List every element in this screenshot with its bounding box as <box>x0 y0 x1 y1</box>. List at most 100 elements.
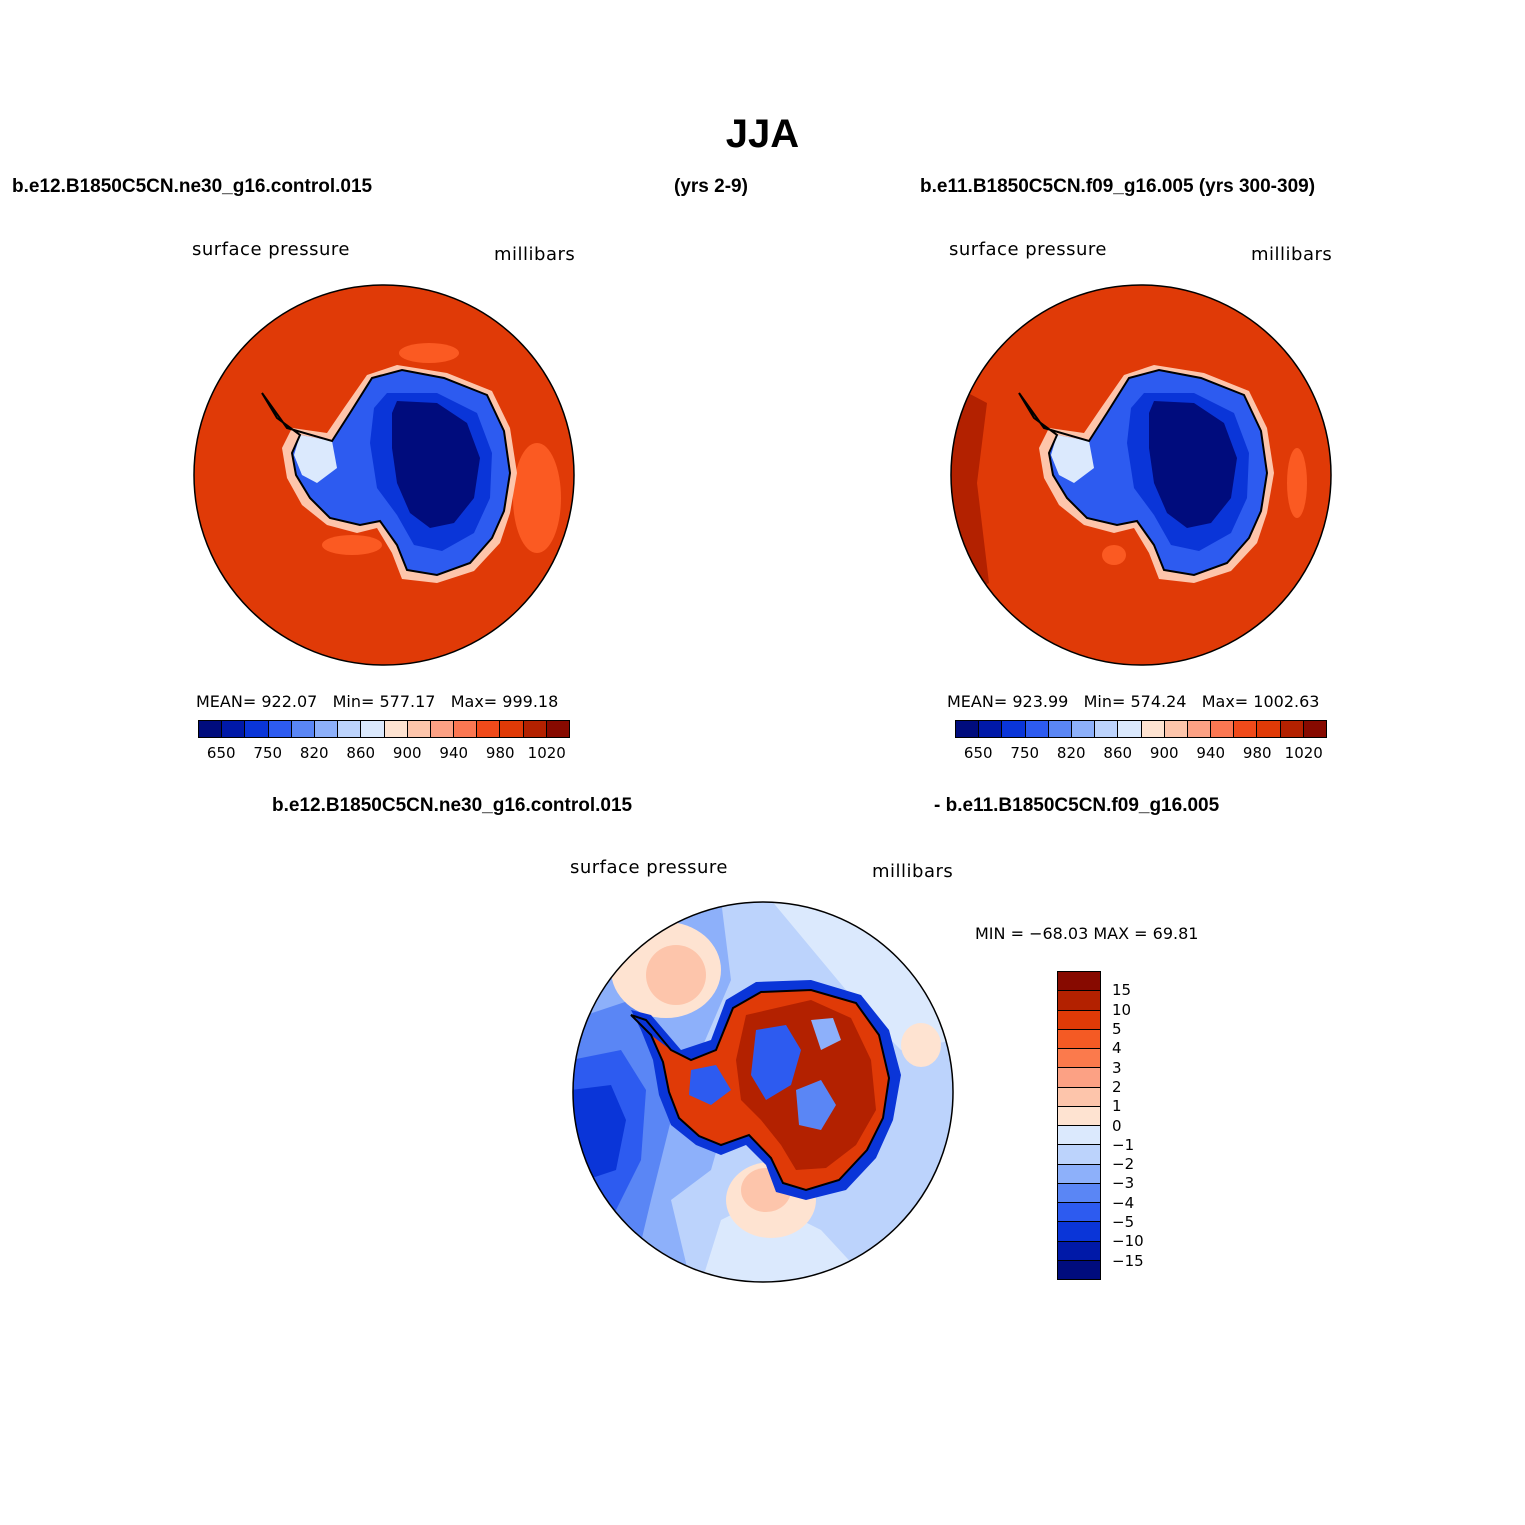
years1-header: (yrs 2-9) <box>674 176 748 197</box>
colorbar-swatch <box>523 721 547 737</box>
diff-right-header: - b.e11.B1850C5CN.f09_g16.005 <box>934 795 1220 816</box>
panel1-ocean-high-3 <box>322 535 382 555</box>
panel1-ocean-high-1 <box>513 443 561 553</box>
colorbar-swatch <box>1058 1068 1100 1088</box>
colorbar-tick-label: 820 <box>1056 744 1086 762</box>
colorbar-swatch <box>1118 721 1142 737</box>
colorbar-tick-label: 5 <box>1112 1019 1122 1038</box>
colorbar-tick-label: 1020 <box>1284 744 1323 762</box>
colorbar-swatch <box>1058 1126 1100 1146</box>
colorbar-swatch <box>546 721 569 737</box>
panel1-min-label: Min= <box>332 692 375 711</box>
colorbar-tick-label: 750 <box>253 744 283 762</box>
colorbar-swatch <box>1187 721 1212 737</box>
panel3-ice-negative-patch-1 <box>751 1025 801 1100</box>
colorbar-swatch <box>1002 721 1026 737</box>
colorbar-tick-label: 940 <box>439 744 469 762</box>
colorbar-swatch <box>1058 1106 1100 1126</box>
panel3-ice-negative-patch-4 <box>689 1065 731 1105</box>
colorbar-tick-label: 980 <box>1242 744 1272 762</box>
panel3-ice-negative-patch-2 <box>796 1080 836 1130</box>
panel2-polar-map <box>950 284 1332 666</box>
colorbar-tick-label: 900 <box>392 744 422 762</box>
panel1-max-value: 999.18 <box>502 692 559 711</box>
colorbar-swatch <box>338 721 362 737</box>
panel1-colorbar <box>198 720 570 738</box>
colorbar-tick-label: −2 <box>1112 1155 1135 1174</box>
colorbar-swatch <box>500 721 524 737</box>
colorbar-swatch <box>245 721 269 737</box>
colorbar-tick-label: 1020 <box>527 744 566 762</box>
panel3-minmax: MIN = −68.03 MAX = 69.81 <box>975 924 1199 943</box>
colorbar-tick-label: −4 <box>1112 1193 1135 1212</box>
colorbar-tick-label: 10 <box>1112 1000 1132 1019</box>
panel3-colorbar <box>1057 971 1101 1280</box>
colorbar-swatch <box>430 721 455 737</box>
colorbar-swatch <box>1058 1260 1100 1279</box>
panel1-min-value: 577.17 <box>379 692 436 711</box>
panel1-mean-value: 922.07 <box>261 692 318 711</box>
page-title: JJA <box>725 112 800 156</box>
panel1-stats: MEAN= 922.07 Min= 577.17 Max= 999.18 <box>196 692 558 711</box>
colorbar-tick-label: 860 <box>1103 744 1133 762</box>
colorbar-tick-label: 15 <box>1112 981 1132 1000</box>
colorbar-swatch <box>1058 972 1100 992</box>
diff-left-header: b.e12.B1850C5CN.ne30_g16.control.015 <box>272 795 633 816</box>
colorbar-swatch <box>1095 721 1119 737</box>
panel2-stats: MEAN= 923.99 Min= 574.24 Max= 1002.63 <box>947 692 1319 711</box>
colorbar-swatch <box>1234 721 1258 737</box>
panel2-min-value: 574.24 <box>1130 692 1187 711</box>
panel2-peninsula <box>1051 435 1094 483</box>
panel3-units-label: millibars <box>872 861 954 882</box>
colorbar-swatch <box>1164 721 1188 737</box>
colorbar-tick-label: −5 <box>1112 1213 1135 1232</box>
colorbar-tick-label: −3 <box>1112 1174 1135 1193</box>
panel1-variable-label: surface pressure <box>192 239 350 260</box>
colorbar-swatch <box>1058 1145 1100 1165</box>
panel2-max-label: Max= <box>1201 692 1249 711</box>
panel2-max-value: 1002.63 <box>1253 692 1320 711</box>
panel3-positive-north-inner <box>646 945 706 1005</box>
panel2-units-label: millibars <box>1251 244 1333 265</box>
colorbar-tick-label: 2 <box>1112 1077 1122 1096</box>
colorbar-tick-label: 1 <box>1112 1097 1122 1116</box>
colorbar-swatch <box>1058 1164 1100 1184</box>
colorbar-swatch <box>1303 721 1326 737</box>
colorbar-tick-label: 3 <box>1112 1058 1122 1077</box>
colorbar-swatch <box>1058 1241 1100 1261</box>
panel3-variable-label: surface pressure <box>570 857 728 878</box>
colorbar-tick-label: 650 <box>963 744 993 762</box>
colorbar-swatch <box>1058 1029 1100 1049</box>
colorbar-swatch <box>1048 721 1072 737</box>
colorbar-swatch <box>1058 1183 1100 1203</box>
case1-header: b.e12.B1850C5CN.ne30_g16.control.015 <box>12 176 373 197</box>
colorbar-tick-label: 750 <box>1010 744 1040 762</box>
panel2-variable-label: surface pressure <box>949 239 1107 260</box>
panel3-polar-difference-map <box>572 901 954 1283</box>
colorbar-tick-label: −15 <box>1112 1251 1144 1270</box>
colorbar-swatch <box>1257 721 1281 737</box>
colorbar-tick-label: 650 <box>206 744 236 762</box>
colorbar-swatch <box>314 721 339 737</box>
panel2-mean-label: MEAN= <box>947 692 1008 711</box>
colorbar-swatch <box>1058 1087 1100 1107</box>
colorbar-swatch <box>268 721 292 737</box>
colorbar-swatch <box>1280 721 1304 737</box>
colorbar-tick-label: 900 <box>1149 744 1179 762</box>
panel1-ocean-high-2 <box>399 343 459 363</box>
colorbar-swatch <box>222 721 246 737</box>
colorbar-tick-label: −10 <box>1112 1232 1144 1251</box>
colorbar-swatch <box>454 721 478 737</box>
panel2-min-label: Min= <box>1083 692 1126 711</box>
panel1-polar-map <box>193 284 575 666</box>
colorbar-swatch <box>407 721 431 737</box>
panel1-peninsula <box>294 435 337 483</box>
colorbar-tick-label: 860 <box>346 744 376 762</box>
colorbar-swatch <box>956 721 980 737</box>
panel2-ocean-high-2 <box>1102 545 1126 565</box>
colorbar-tick-label: 0 <box>1112 1116 1122 1135</box>
panel3-positive-east <box>901 1023 941 1067</box>
colorbar-tick-label: 4 <box>1112 1039 1122 1058</box>
colorbar-swatch <box>361 721 385 737</box>
colorbar-swatch <box>979 721 1003 737</box>
